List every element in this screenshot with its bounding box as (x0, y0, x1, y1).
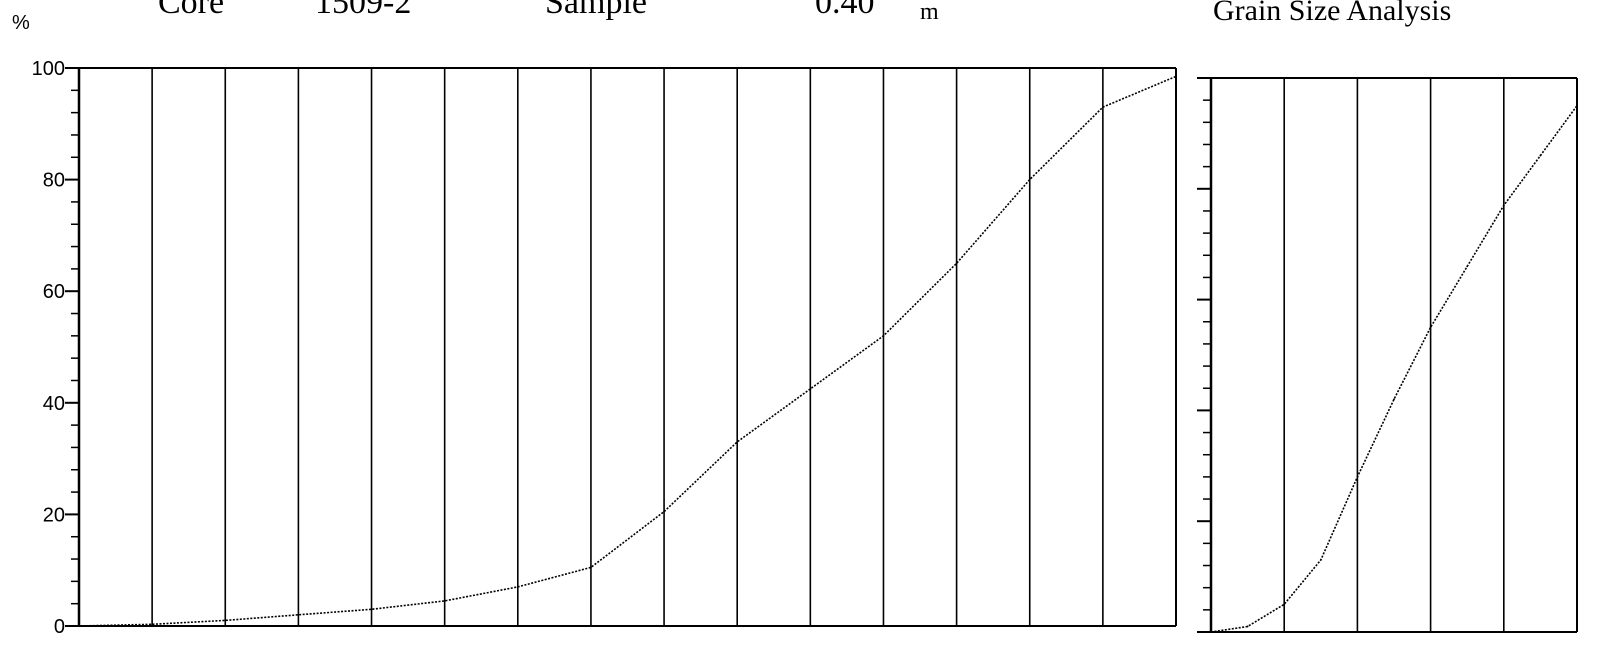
series-line (78, 75, 1177, 627)
data-point (443, 599, 446, 602)
y-tick-label: 60 (43, 281, 65, 303)
data-point (1429, 326, 1432, 329)
data-point (224, 619, 227, 622)
data-point (1175, 75, 1177, 78)
data-point (1576, 104, 1578, 107)
data-point (78, 625, 80, 627)
data-point (1101, 106, 1104, 108)
y-tick-label: 100 (32, 58, 65, 80)
y-tick-label: 40 (43, 393, 65, 415)
data-point (151, 623, 154, 626)
data-point (1319, 559, 1322, 561)
data-point (297, 613, 300, 616)
data-point (1502, 204, 1505, 207)
data-point (955, 262, 958, 265)
chart-header-title: Grain Size Analysis (1213, 0, 1452, 27)
side-plot (1197, 77, 1578, 633)
core-label: Core (158, 0, 225, 21)
y-tick-label: 0 (54, 616, 65, 638)
data-point (1028, 178, 1031, 181)
depth-value: 0.40 (815, 0, 875, 21)
data-point (882, 334, 885, 337)
data-point (809, 387, 812, 390)
y-tick-label: 20 (43, 504, 65, 526)
data-point (1466, 265, 1469, 268)
y-axis-label: % (12, 12, 30, 34)
data-point (370, 608, 373, 611)
data-point (1283, 603, 1286, 606)
data-point (736, 440, 739, 443)
series-line (1210, 105, 1578, 633)
y-tick-label: 80 (43, 170, 65, 192)
depth-unit: m (920, 0, 939, 25)
data-point (1393, 398, 1395, 401)
data-point (1210, 631, 1212, 633)
data-point (1246, 625, 1249, 628)
data-point (663, 510, 665, 513)
data-point (516, 586, 519, 588)
data-point (1539, 154, 1542, 157)
data-point (590, 566, 592, 569)
sample-label: Sample (545, 0, 647, 21)
core-value: 1509-2 (315, 0, 412, 21)
main-plot: 0 20 40 60 80 100 (32, 58, 1177, 638)
data-point (1356, 475, 1359, 478)
